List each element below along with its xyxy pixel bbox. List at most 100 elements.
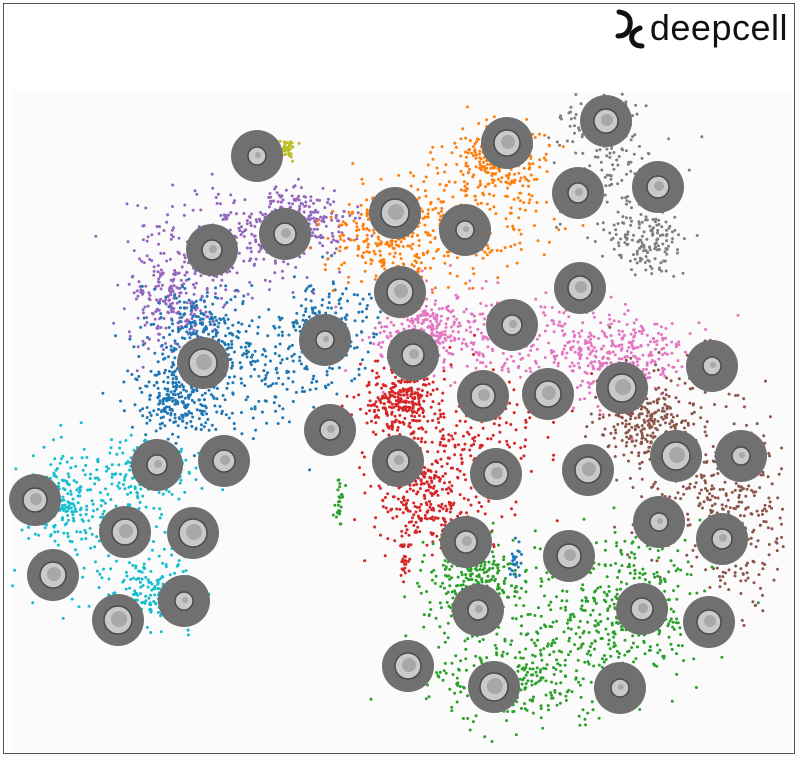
data-point [85,504,89,508]
data-point [274,185,278,189]
data-point [278,342,282,346]
data-point [663,374,667,378]
data-point [303,390,306,393]
data-point [422,318,426,322]
data-point [461,434,465,438]
data-point [83,473,87,477]
data-point [118,472,122,476]
data-point [247,215,251,219]
data-point [629,138,633,142]
data-point [445,509,448,513]
data-point [557,323,560,327]
data-point [367,335,371,339]
data-point [104,487,107,491]
data-point [372,335,376,339]
data-point [496,281,500,285]
data-point [162,251,166,255]
data-point [477,433,480,437]
data-point [337,230,341,234]
data-point [168,408,172,412]
data-point [407,400,411,404]
data-point [342,261,346,265]
data-point [433,412,437,416]
data-point [665,228,668,232]
data-point [79,513,83,517]
data-point [317,310,321,314]
data-point [467,167,471,171]
data-point [355,228,358,232]
data-point [309,299,313,303]
data-point [408,406,411,409]
data-point [451,503,455,507]
data-point [284,152,288,156]
data-point [138,257,141,261]
data-point [226,382,230,385]
data-point [430,328,434,332]
data-point [434,299,438,303]
data-point [438,509,442,513]
data-point [68,539,72,543]
data-point [425,543,429,547]
data-point [181,570,185,574]
data-point [426,325,430,329]
data-point [607,313,611,317]
data-point [392,255,396,259]
data-point [507,370,511,374]
data-point [419,327,423,331]
data-point [377,237,381,241]
data-point [191,314,195,318]
data-point [161,400,165,403]
data-point [480,443,484,447]
data-point [396,428,399,432]
data-point [570,361,574,365]
data-point [370,419,373,423]
data-point [517,171,521,175]
data-point [504,217,508,221]
data-point [560,329,564,333]
data-point [426,233,430,237]
data-point [529,469,533,473]
data-point [449,363,453,367]
data-point [251,437,255,441]
data-point [205,294,209,298]
data-point [374,421,378,425]
data-point [484,304,488,308]
data-point [476,509,480,513]
data-point [545,200,548,204]
data-point [313,227,316,231]
data-point [202,299,206,303]
data-point [617,320,621,324]
data-point [589,337,593,341]
data-point [623,241,627,245]
data-point [192,454,196,458]
data-point [555,519,559,523]
data-point [356,211,360,215]
data-point [58,461,62,465]
data-point [154,429,158,433]
data-point [240,381,244,385]
data-point [326,257,330,261]
data-point [85,456,89,459]
data-point [418,530,422,534]
data-point [471,348,474,351]
data-point [481,335,485,339]
data-point [469,454,473,458]
data-point [620,357,624,361]
data-point [405,506,409,510]
data-point [473,148,477,152]
data-point [486,437,490,441]
data-point [405,528,409,532]
data-point [195,306,199,310]
data-point [313,234,317,238]
data-point [292,185,296,189]
data-point [617,344,620,348]
data-point [199,208,203,212]
data-point [465,511,469,515]
data-point [203,398,206,402]
data-point [297,177,300,181]
data-point [393,414,397,418]
data-point [412,397,416,401]
data-point [173,269,177,272]
data-point [172,294,176,298]
data-point [673,228,677,232]
